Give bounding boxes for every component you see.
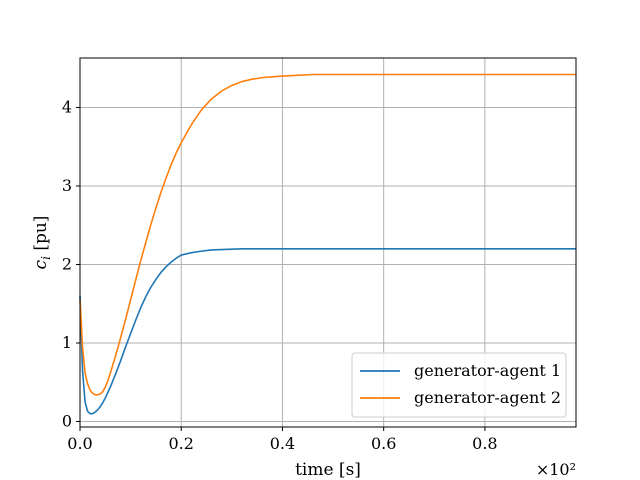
x-axis-label: time [s]: [295, 460, 361, 480]
legend-box: [351, 352, 567, 418]
y-tick-label: 1: [62, 333, 72, 352]
series-lines: [79, 73, 576, 415]
legend-label-2: generator-agent 2: [414, 388, 561, 407]
x-tick-label: 0.4: [270, 434, 295, 453]
y-tick-label: 4: [62, 97, 72, 116]
axis-ticks: 0.0 0.2 0.4 0.6 0.8 0 1 2 3 4: [62, 97, 498, 453]
x-tick-label: 0.8: [472, 434, 497, 453]
y-tick-label: 0: [62, 412, 72, 431]
legend: generator-agent 1 generator-agent 2: [351, 352, 567, 418]
x-tick-label: 0.0: [67, 434, 92, 453]
x-tick-label: 0.2: [168, 434, 193, 453]
plot-frame: [79, 57, 577, 428]
x-tick-label: 0.6: [371, 434, 396, 453]
y-tick-label: 2: [62, 254, 72, 273]
series-line-2: [79, 73, 576, 396]
legend-label-1: generator-agent 1: [414, 361, 561, 380]
series-line-1: [79, 247, 576, 415]
legend-entries: generator-agent 1 generator-agent 2: [360, 361, 561, 407]
y-axis-label: ci [pu]: [31, 216, 53, 270]
y-tick-label: 3: [62, 176, 72, 195]
x-axis-multiplier: ×10²: [536, 460, 576, 479]
